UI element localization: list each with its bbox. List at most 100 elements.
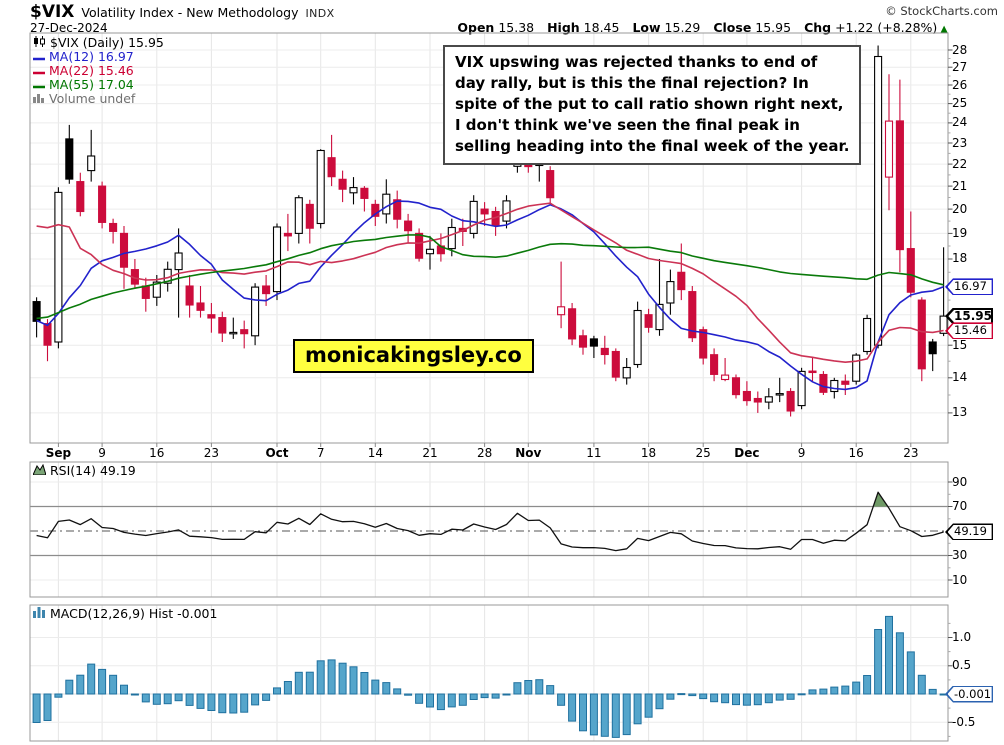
x-axis-label: 23 xyxy=(903,446,919,460)
rsi-axis-label: 90 xyxy=(952,474,968,489)
close-label: Close xyxy=(713,20,752,35)
x-axis-label: Oct xyxy=(265,446,289,460)
macd-legend: MACD(12,26,9) Hist -0.001 xyxy=(33,607,217,621)
macd-tag-value: -0.001 xyxy=(954,686,992,701)
legend-ma55-row: MA(55) 17.04 xyxy=(33,78,164,92)
macd-legend-text: MACD(12,26,9) Hist -0.001 xyxy=(50,606,218,621)
tag-bg xyxy=(947,686,992,702)
ma22-tag-value: 15.46 xyxy=(954,323,987,338)
annotation-line: day rally, but is this the final rejecti… xyxy=(455,74,809,92)
x-axis-label: Sep xyxy=(45,446,72,460)
open-label: Open xyxy=(457,20,495,35)
legend-ma12-row: MA(12) 16.97 xyxy=(33,50,164,64)
x-axis-label: 11 xyxy=(586,446,602,460)
last-price-tag: 15.95 xyxy=(945,307,993,325)
chart-header: $VIX Volatility Index - New Methodology IN… xyxy=(30,2,335,22)
price-axis-label: 13 xyxy=(952,405,968,420)
legend-ma55: MA(55) 17.04 xyxy=(49,77,134,92)
annotation-line: selling heading into the final week of t… xyxy=(455,137,850,155)
x-axis-label: 9 xyxy=(98,446,106,460)
ma22-line-icon xyxy=(33,64,45,78)
x-axis-label: 16 xyxy=(149,446,165,460)
tag-bg xyxy=(947,323,992,338)
legend-volume-row: Volume undef xyxy=(33,92,164,106)
candlestick-icon xyxy=(33,36,46,50)
legend-ma12: MA(12) 16.97 xyxy=(49,49,134,64)
x-axis-label: 18 xyxy=(640,446,657,460)
x-axis-label: 25 xyxy=(695,446,711,460)
price-axis-label: 24 xyxy=(952,115,968,130)
price-axis-label: 20 xyxy=(952,201,968,216)
ohlc-quote-bar: Open 15.38 High 18.45 Low 15.29 Close 15… xyxy=(448,20,948,35)
low-value: 15.29 xyxy=(664,20,701,35)
copyright: © StockCharts.com xyxy=(885,4,998,18)
price-axis-label: 27 xyxy=(952,59,968,74)
x-axis-label: 16 xyxy=(848,446,864,460)
ma55-line-icon xyxy=(33,78,45,92)
chg-value: +1.22 (+8.28%) xyxy=(835,20,938,35)
rsi-area-icon xyxy=(32,463,47,478)
close-value: 15.95 xyxy=(755,20,792,35)
macd-axis-label: 0.5 xyxy=(952,658,972,673)
legend-ma22-row: MA(22) 15.46 xyxy=(33,64,164,78)
legend-instrument: $VIX (Daily) 15.95 xyxy=(50,35,164,50)
rsi-axis-label: 10 xyxy=(952,572,968,587)
high-label: High xyxy=(547,20,580,35)
price-axis-label: 21 xyxy=(952,178,968,193)
last-price-tag-value: 15.95 xyxy=(954,308,992,323)
macd-bars-icon xyxy=(33,607,46,621)
annotation-box: VIX upswing was rejected thanks to end o… xyxy=(443,45,862,165)
ma12-tag-value: 16.97 xyxy=(954,279,987,294)
annotation-line: I don't think we've seen the final peak … xyxy=(455,116,800,134)
legend-volume: Volume undef xyxy=(49,91,136,106)
up-triangle-icon: ▲ xyxy=(940,24,948,35)
price-axis-label: 26 xyxy=(952,77,968,92)
annotation-line: VIX upswing was rejected thanks to end o… xyxy=(455,53,818,71)
macd-axis-label: -0.5 xyxy=(952,714,976,729)
macd-legend-row: MACD(12,26,9) Hist -0.001 xyxy=(33,607,217,621)
chart-date: 27-Dec-2024 xyxy=(30,21,108,35)
rsi-axis-label: 30 xyxy=(952,548,968,562)
annotation-line: spite of the put to call ratio shown rig… xyxy=(455,95,844,113)
legend-ma22: MA(22) 15.46 xyxy=(49,63,134,78)
x-axis-label: 23 xyxy=(203,446,220,460)
price-axis-label: 19 xyxy=(952,225,968,240)
exchange-label: INDX xyxy=(305,7,335,20)
rsi-tag-value: 49.19 xyxy=(954,524,987,539)
main-chart-legend: $VIX (Daily) 15.95 MA(12) 16.97 MA(22) 1… xyxy=(33,36,164,106)
watermark-badge: monicakingsley.co xyxy=(293,339,534,373)
x-axis-label: 9 xyxy=(797,446,806,460)
rsi-legend-text: RSI(14) 49.19 xyxy=(50,463,136,478)
tag-bg xyxy=(947,279,992,294)
price-axis-label: 25 xyxy=(952,96,968,111)
low-label: Low xyxy=(632,20,661,35)
price-axis-label: 15 xyxy=(952,337,968,352)
x-axis-label: Dec xyxy=(734,446,760,460)
macd-axis-label: 1.0 xyxy=(952,630,972,644)
legend-instrument-row: $VIX (Daily) 15.95 xyxy=(33,36,164,50)
volume-bars-icon xyxy=(33,92,45,106)
rsi-value-tag: 49.19 xyxy=(945,523,993,541)
price-axis-label: 23 xyxy=(952,135,968,150)
ma22-price-tag: 15.46 xyxy=(945,322,993,340)
x-axis-label: 21 xyxy=(422,446,438,460)
x-axis-label: 28 xyxy=(476,446,493,460)
open-value: 15.38 xyxy=(498,20,535,35)
rsi-legend-row: RSI(14) 49.19 xyxy=(32,463,136,478)
tag-bg xyxy=(948,309,991,323)
ma12-line-icon xyxy=(33,50,45,64)
price-axis-label: 22 xyxy=(952,156,968,171)
ma12-price-tag: 16.97 xyxy=(945,278,993,296)
symbol: $VIX xyxy=(30,2,75,22)
x-axis-label: 7 xyxy=(316,446,325,460)
tag-bg xyxy=(947,524,992,540)
rsi-legend: RSI(14) 49.19 xyxy=(32,463,136,478)
price-axis-label: 14 xyxy=(952,370,968,385)
high-value: 18.45 xyxy=(583,20,620,35)
x-axis-label: Nov xyxy=(515,446,542,460)
price-axis-label: 28 xyxy=(952,42,968,57)
macd-hist-tag: -0.001 xyxy=(945,685,993,703)
rsi-axis-label: 70 xyxy=(952,499,968,513)
